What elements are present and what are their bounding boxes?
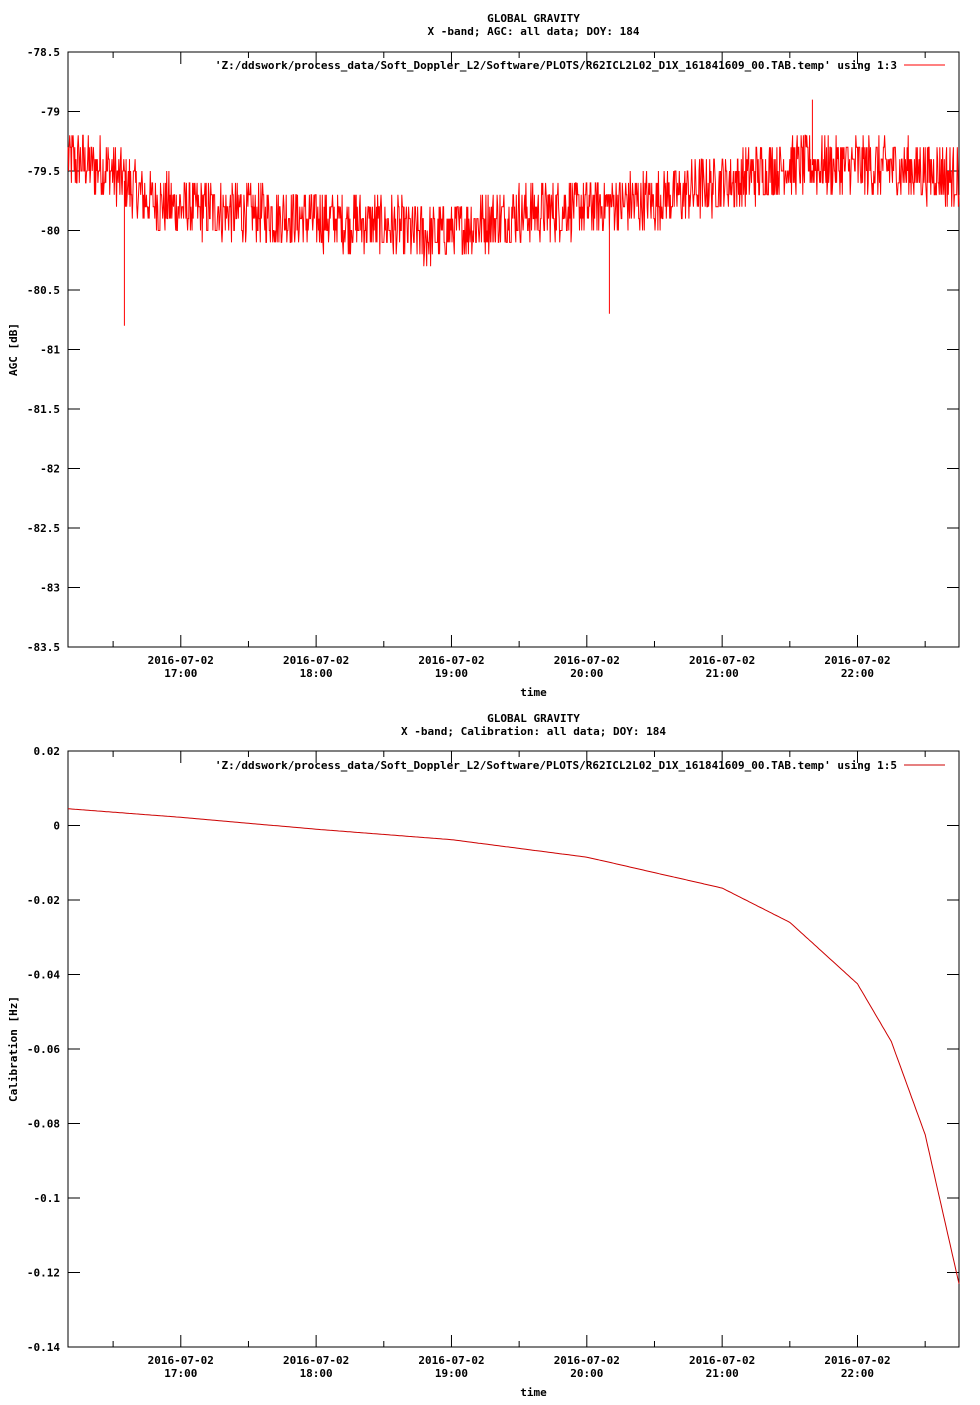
x-tick-time: 19:00 xyxy=(435,667,468,680)
series-line xyxy=(67,808,960,1284)
chart-title: GLOBAL GRAVITY xyxy=(487,712,580,725)
y-tick-label: 0 xyxy=(53,820,60,833)
x-tick-time: 17:00 xyxy=(164,667,197,680)
y-tick-label: -79 xyxy=(40,106,60,119)
x-tick-time: 18:00 xyxy=(300,667,333,680)
y-tick-label: -80 xyxy=(40,225,60,238)
y-tick-label: -82.5 xyxy=(27,522,60,535)
y-tick-label: 0.02 xyxy=(34,745,61,758)
y-tick-label: -0.1 xyxy=(34,1192,61,1205)
y-tick-label: -0.14 xyxy=(27,1341,60,1354)
x-tick-time: 19:00 xyxy=(435,1367,468,1380)
y-tick-label: -82 xyxy=(40,463,60,476)
x-tick-time: 22:00 xyxy=(841,667,874,680)
x-tick-date: 2016-07-02 xyxy=(418,1354,484,1367)
x-tick-date: 2016-07-02 xyxy=(148,654,214,667)
chart-title: GLOBAL GRAVITY xyxy=(487,12,580,25)
x-axis-label: time xyxy=(520,686,547,699)
x-tick-time: 21:00 xyxy=(706,1367,739,1380)
legend-label: 'Z:/ddswork/process_data/Soft_Doppler_L2… xyxy=(215,59,897,72)
x-tick-time: 20:00 xyxy=(570,1367,603,1380)
x-tick-date: 2016-07-02 xyxy=(554,654,620,667)
x-tick-time: 20:00 xyxy=(570,667,603,680)
x-tick-date: 2016-07-02 xyxy=(689,654,755,667)
x-tick-date: 2016-07-02 xyxy=(418,654,484,667)
y-tick-label: -0.06 xyxy=(27,1043,60,1056)
y-tick-label: -0.04 xyxy=(27,969,60,982)
x-tick-date: 2016-07-02 xyxy=(148,1354,214,1367)
x-axis-label: time xyxy=(520,1386,547,1399)
y-tick-label: -79.5 xyxy=(27,165,60,178)
x-tick-date: 2016-07-02 xyxy=(824,1354,890,1367)
series-line xyxy=(67,99,960,326)
y-tick-label: -83 xyxy=(40,582,60,595)
x-tick-time: 21:00 xyxy=(706,667,739,680)
y-tick-label: -0.02 xyxy=(27,894,60,907)
y-tick-label: -0.08 xyxy=(27,1118,60,1131)
y-axis-label: AGC [dB] xyxy=(7,323,20,376)
x-tick-time: 18:00 xyxy=(300,1367,333,1380)
y-tick-label: -80.5 xyxy=(27,284,60,297)
plot-frame xyxy=(67,750,960,1348)
y-tick-label: -81 xyxy=(40,344,60,357)
legend-label: 'Z:/ddswork/process_data/Soft_Doppler_L2… xyxy=(215,759,897,772)
x-tick-time: 17:00 xyxy=(164,1367,197,1380)
y-tick-label: -83.5 xyxy=(27,641,60,654)
x-tick-date: 2016-07-02 xyxy=(554,1354,620,1367)
x-tick-date: 2016-07-02 xyxy=(283,1354,349,1367)
chart-subtitle: X -band; Calibration: all data; DOY: 184 xyxy=(401,725,666,738)
y-tick-label: -81.5 xyxy=(27,403,60,416)
x-tick-date: 2016-07-02 xyxy=(824,654,890,667)
chart-subtitle: X -band; AGC: all data; DOY: 184 xyxy=(428,25,640,38)
y-axis-label: Calibration [Hz] xyxy=(7,996,20,1102)
x-tick-time: 22:00 xyxy=(841,1367,874,1380)
y-tick-label: -78.5 xyxy=(27,46,60,59)
x-tick-date: 2016-07-02 xyxy=(283,654,349,667)
x-tick-date: 2016-07-02 xyxy=(689,1354,755,1367)
y-tick-label: -0.12 xyxy=(27,1267,60,1280)
